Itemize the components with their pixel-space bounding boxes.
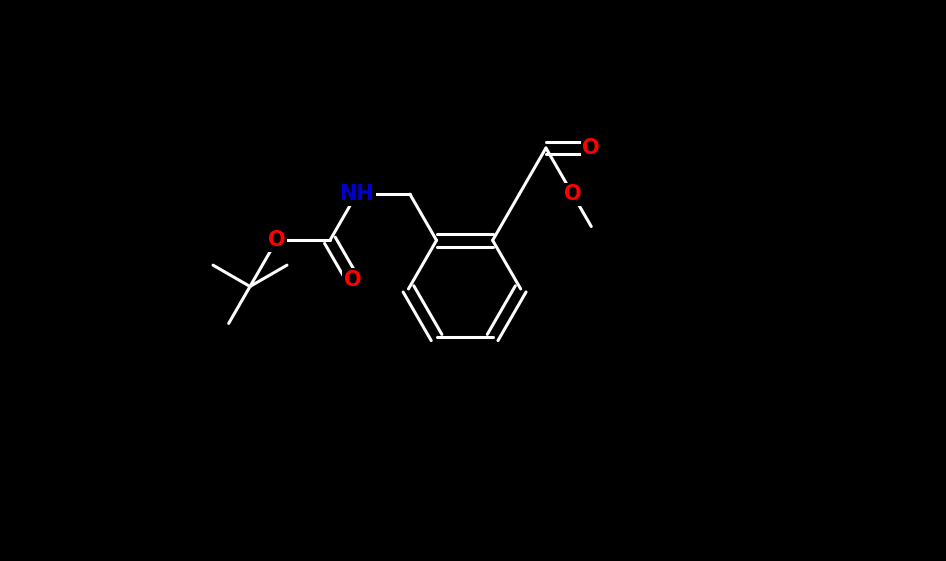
Text: O: O bbox=[343, 270, 361, 289]
Text: NH: NH bbox=[340, 184, 374, 204]
Text: O: O bbox=[268, 231, 286, 250]
Text: O: O bbox=[564, 184, 582, 204]
Text: O: O bbox=[583, 138, 600, 158]
